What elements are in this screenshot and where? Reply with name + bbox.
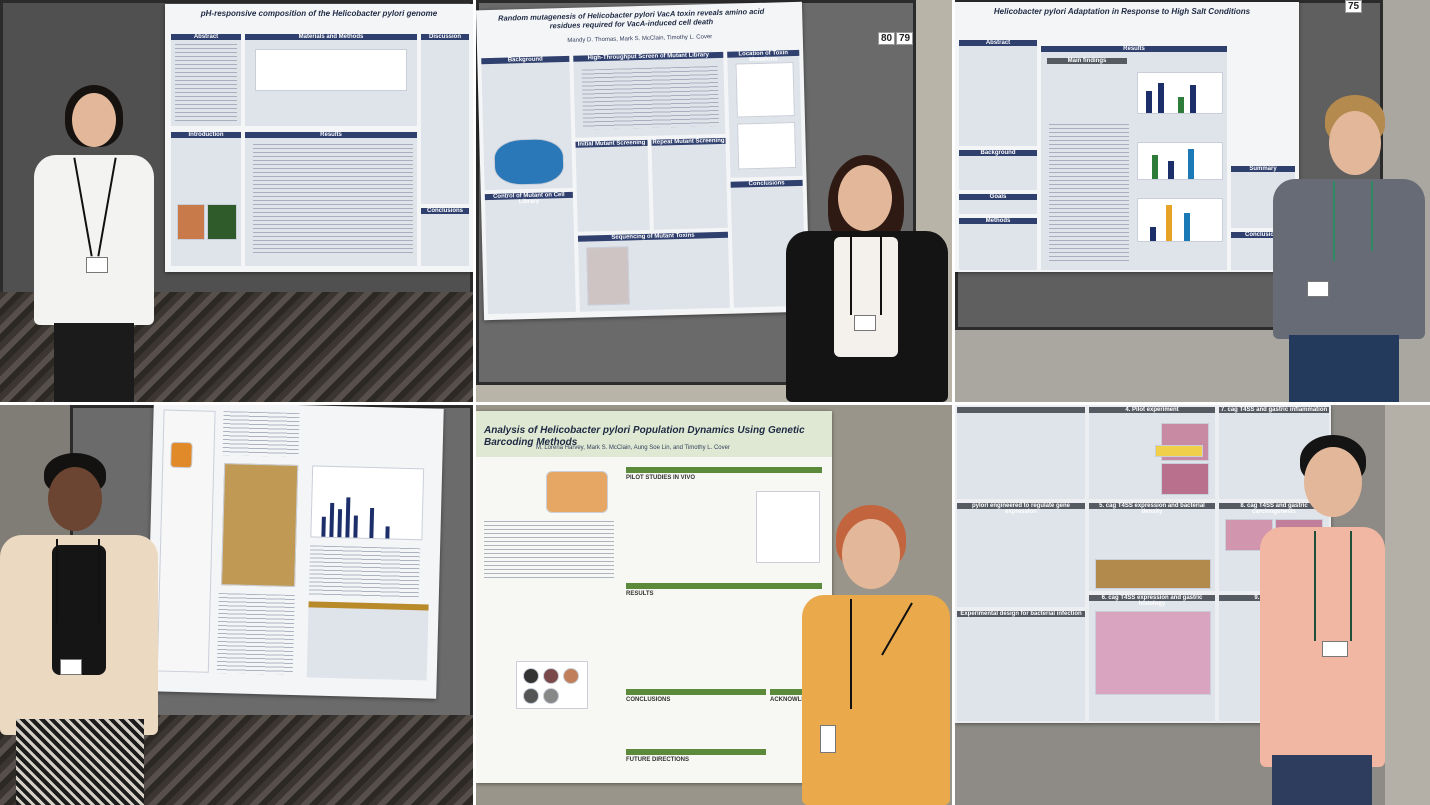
poster-section: pylori engineered to regulate gene expre… (957, 503, 1085, 607)
poster-section: RESULTS (626, 583, 822, 685)
presenter (30, 85, 160, 402)
poster (146, 405, 444, 699)
poster-section: CONCLUSIONS (626, 689, 766, 745)
presenter (1273, 95, 1430, 402)
poster-section: Main findings (1047, 58, 1127, 118)
poster-section: Discussion (421, 34, 469, 204)
poster-section: Conclusions (421, 208, 469, 266)
poster-section: Repeat Mutant Screening (651, 137, 728, 230)
presenter (1260, 435, 1385, 805)
poster-section (957, 407, 1085, 499)
poster: Random mutagenesis of Helicobacter pylor… (476, 1, 811, 321)
presenter (0, 453, 160, 805)
board-number: 80 (878, 32, 896, 45)
photo-5: Analysis of Helicobacter pylori Populati… (476, 405, 952, 805)
board-number: 79 (896, 32, 914, 45)
title-banner (476, 411, 832, 457)
poster-section: Introduction (171, 132, 241, 266)
poster-section: FUTURE DIRECTIONS (626, 749, 766, 783)
board-number: 75 (1345, 0, 1363, 13)
poster-section (306, 601, 429, 681)
poster-title: pH-responsive composition of the Helicob… (200, 9, 438, 18)
photo-6: 4. Pilot experiment 7. cag T4SS and gast… (955, 405, 1430, 805)
poster-authors: M. Lorena Harvey, Mark S. McClain, Aung … (536, 445, 730, 451)
poster-section: Initial Mutant Screening (575, 139, 650, 232)
poster-title: Analysis of Helicobacter pylori Populati… (484, 425, 805, 448)
photo-1: pH-responsive composition of the Helicob… (0, 0, 473, 402)
poster-title: Helicobacter pylori Adaptation in Respon… (993, 7, 1251, 16)
photo-2: 80 79 Random mutagenesis of Helicobacter… (476, 0, 952, 402)
poster-section: Control of Mutant on Cell Library (484, 191, 576, 315)
presenter (786, 155, 952, 402)
poster: Analysis of Helicobacter pylori Populati… (476, 411, 832, 783)
poster-section: Experimental design for bacterial infect… (957, 611, 1085, 721)
poster-section: Background (959, 150, 1037, 190)
poster-title: Random mutagenesis of Helicobacter pylor… (497, 6, 765, 31)
poster-authors: Mandy D. Thomas, Mark S. McClain, Timoth… (567, 34, 713, 44)
poster: Helicobacter pylori Adaptation in Respon… (955, 2, 1299, 272)
photo-4 (0, 405, 473, 805)
poster-section: Methods (959, 218, 1037, 270)
poster-section: Abstract (959, 40, 1037, 146)
photo-3: 75 Helicobacter pylori Adaptation in Res… (955, 0, 1430, 402)
poster: pH-responsive composition of the Helicob… (165, 4, 473, 272)
poster-section: Goals (959, 194, 1037, 214)
presenter (802, 505, 952, 805)
